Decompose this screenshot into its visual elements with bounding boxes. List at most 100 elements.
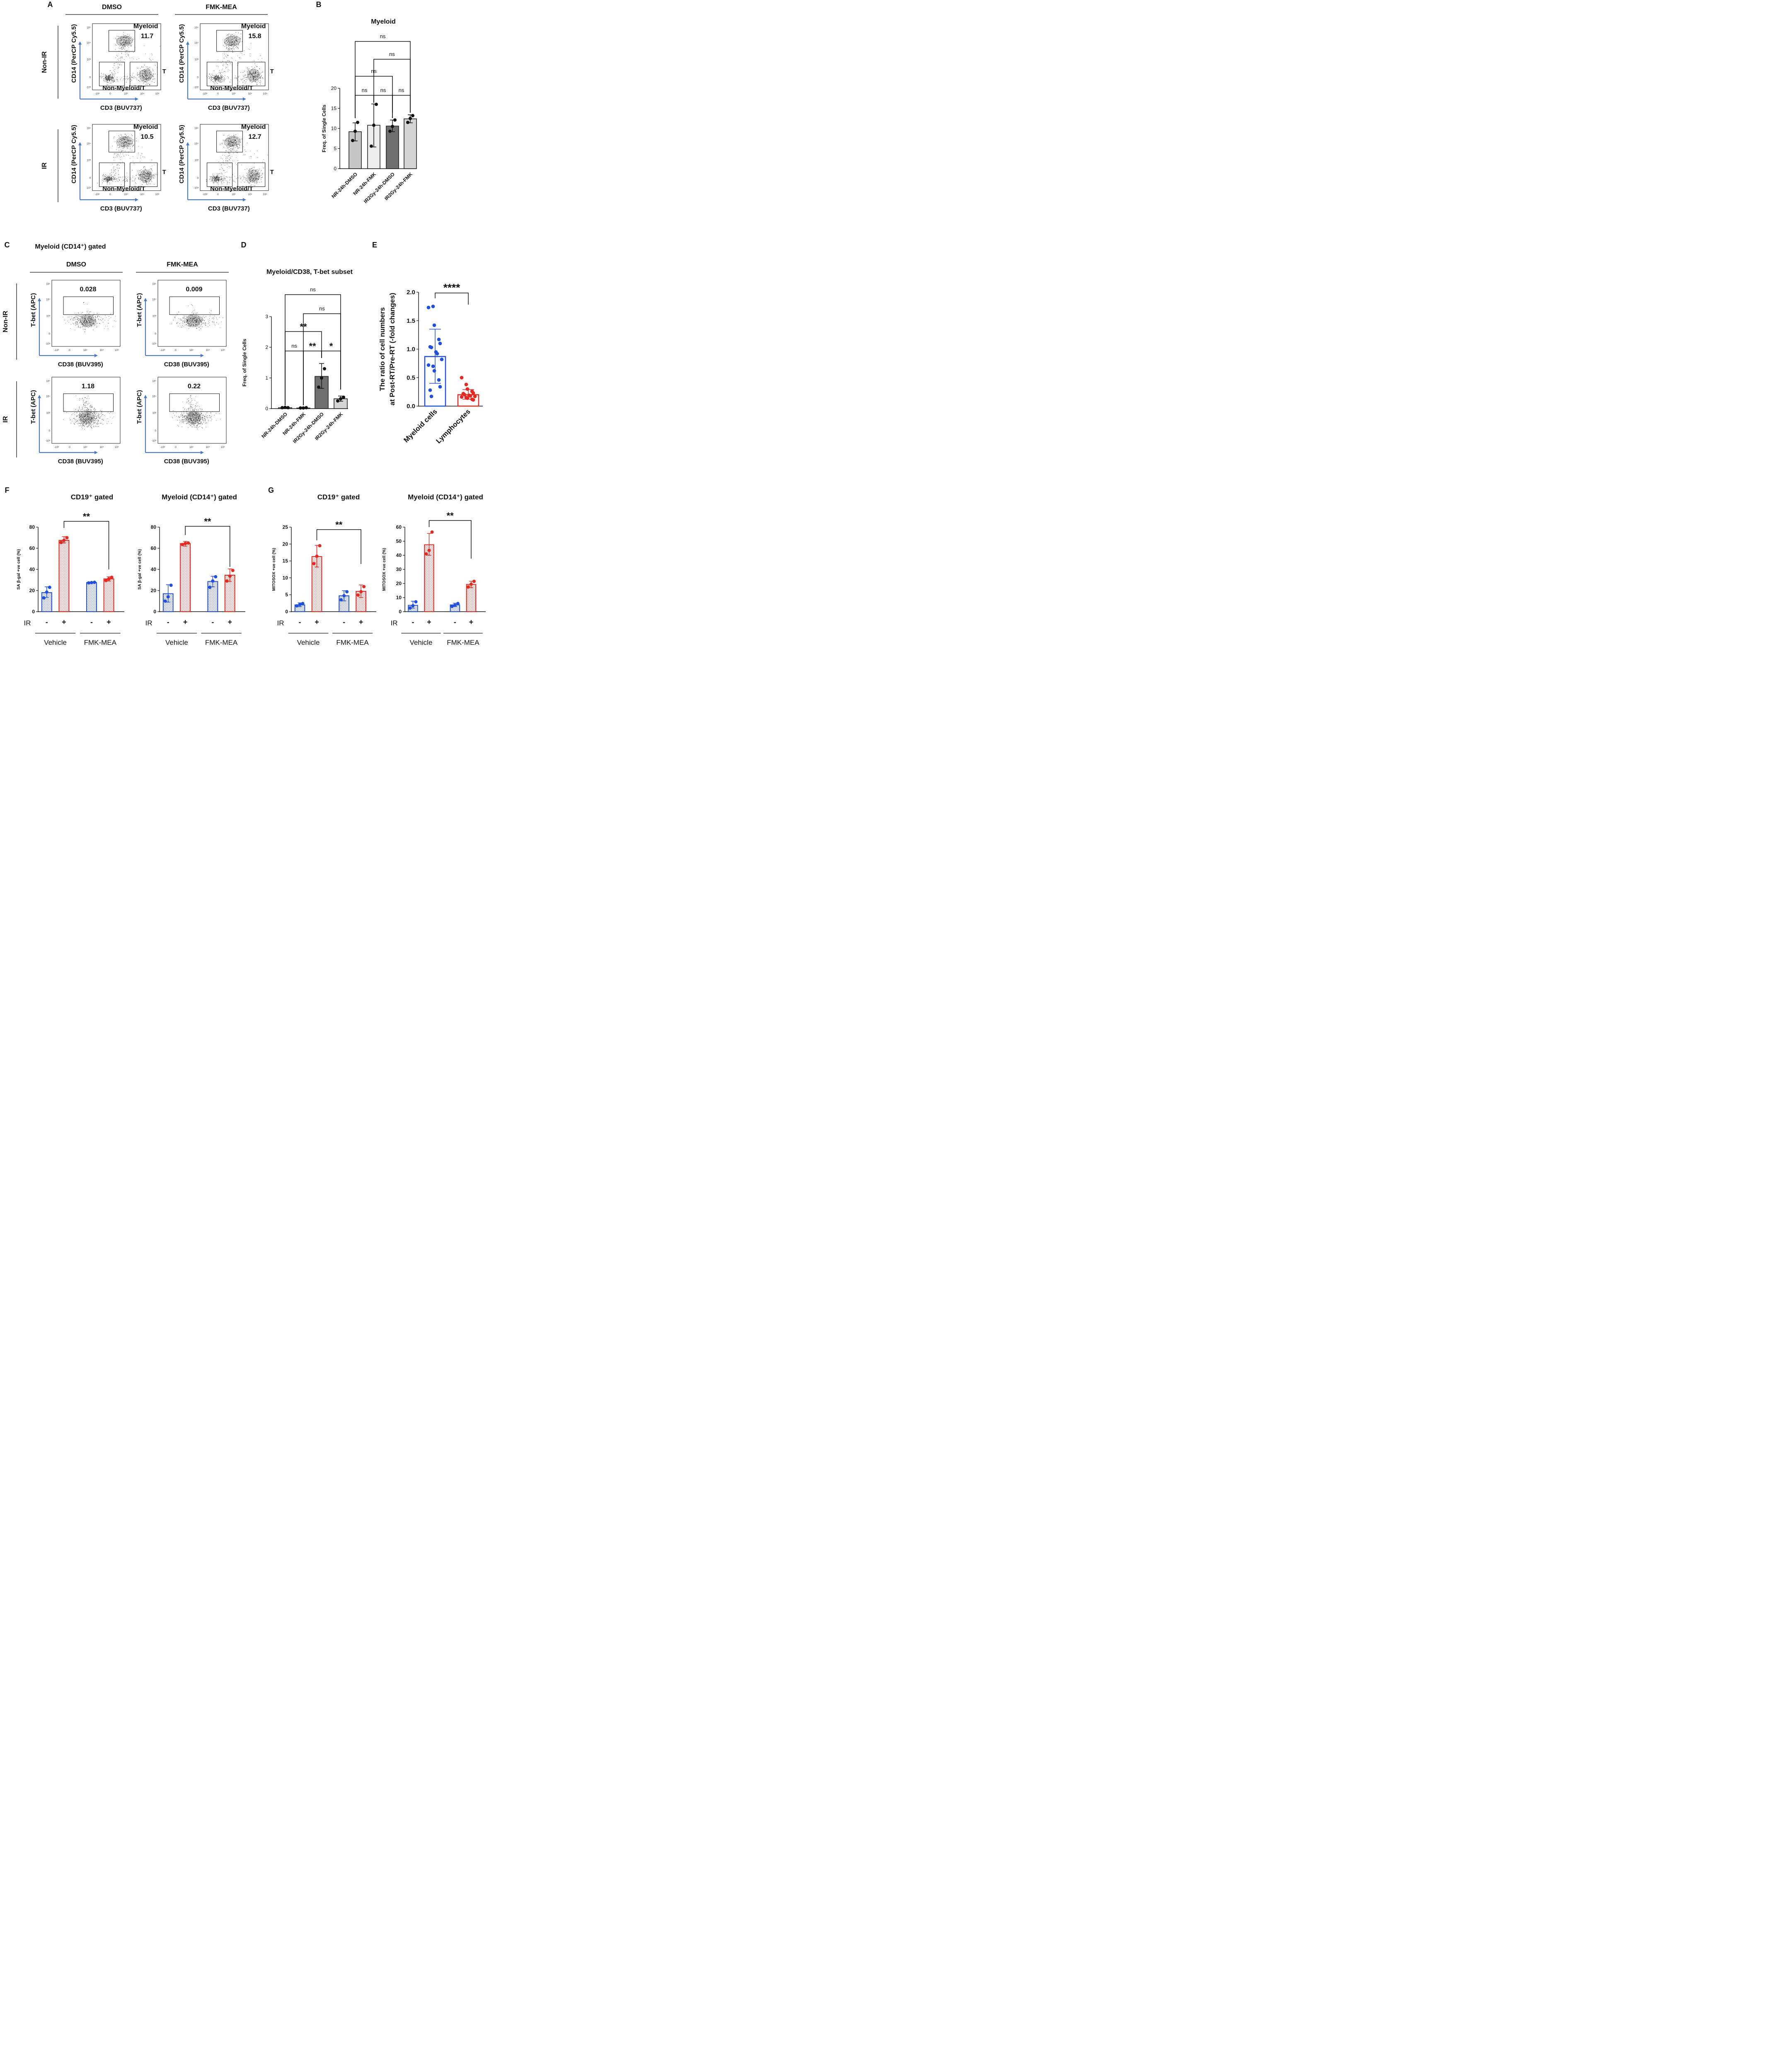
contour-ring [121, 140, 128, 143]
gate-other [207, 162, 233, 187]
y-tick-label: 20 [29, 588, 35, 593]
y-tick-label: 10³ [153, 315, 157, 317]
ir-sign: + [107, 618, 111, 626]
contour-rings [247, 69, 260, 82]
gate-myeloid [216, 30, 243, 52]
event-dot [108, 179, 109, 180]
significance-bracket [63, 521, 109, 569]
event-dot [113, 79, 114, 80]
data-point [353, 129, 357, 133]
column-header: DMSO [66, 261, 86, 268]
event-dot [128, 47, 129, 48]
event-dot [245, 151, 246, 152]
event-dot [221, 179, 222, 180]
flow-plot-a-3: -10³ 0 10³ 10⁴ 10⁵10⁵10⁴10³0-10³Myeloid10.5T… [70, 123, 166, 212]
y-tick-label: 0 [197, 177, 199, 180]
event-dot [202, 417, 203, 418]
data-point [48, 586, 51, 589]
event-dot [142, 75, 143, 76]
y-tick-label: 0 [48, 333, 50, 336]
gate-label-non-myeloid: Non-Myeloid/T [102, 185, 145, 192]
event-dot [221, 76, 222, 77]
event-dot [232, 141, 233, 142]
y-tick-label: 40 [151, 566, 157, 572]
event-dot [195, 420, 196, 421]
event-dot [185, 318, 186, 319]
contour-ring [143, 174, 148, 178]
x-tick-label: 10⁵ [221, 349, 225, 352]
event-dot [199, 426, 200, 427]
event-dot [147, 68, 148, 69]
y-axis-title: Freq. of Single Cells [242, 339, 247, 387]
event-dot [88, 421, 89, 422]
event-dot [139, 81, 140, 82]
contour-ring [143, 73, 148, 77]
event-dot [85, 397, 86, 398]
event-dot [83, 404, 84, 405]
event-dot [189, 421, 190, 422]
significance-bracket [435, 293, 469, 305]
y-tick-label: 5 [334, 146, 336, 152]
event-dot [143, 76, 144, 77]
event-dot [85, 407, 86, 408]
data-point [169, 583, 173, 587]
event-dot [86, 407, 87, 408]
data-point [431, 305, 435, 308]
data-point [339, 397, 342, 401]
event-dot [91, 427, 92, 428]
event-dot [133, 144, 134, 145]
gate-label-myeloid: Myeloid [241, 123, 266, 131]
event-dot [209, 78, 210, 79]
event-dot [86, 415, 87, 416]
event-dot [138, 80, 139, 81]
x-tick-label: -10³ [160, 446, 165, 449]
event-dot [251, 173, 252, 174]
event-dot [231, 44, 232, 45]
event-dot [95, 409, 96, 410]
event-dot [190, 325, 191, 326]
contour-ring [249, 71, 258, 80]
contour-ring [140, 171, 151, 182]
event-dot [125, 141, 126, 142]
data-point [411, 114, 414, 117]
event-dot [105, 174, 106, 175]
event-dot [250, 156, 251, 157]
event-dot [219, 177, 220, 178]
event-dot [115, 173, 116, 174]
gate-other [207, 62, 233, 86]
event-dot [253, 75, 254, 76]
x-tick-label: 10³ [83, 349, 87, 352]
event-dot [75, 409, 76, 410]
event-dot [112, 80, 113, 81]
event-dot [214, 75, 215, 76]
event-dot [229, 182, 230, 183]
event-dot [112, 77, 113, 78]
y-tick-label: 10 [396, 595, 402, 600]
event-dot [204, 418, 205, 419]
data-point [110, 576, 114, 579]
event-dot [63, 419, 64, 420]
event-dot [231, 42, 232, 43]
y-tick-label: -10³ [151, 343, 156, 346]
event-dot [79, 316, 80, 317]
contour-ring [108, 77, 110, 79]
event-dot [249, 71, 250, 72]
event-dot [84, 317, 85, 318]
event-dot [228, 140, 229, 141]
event-dot [94, 413, 95, 414]
contour-ring [248, 171, 259, 182]
contour-ring [116, 36, 133, 46]
event-dot [129, 144, 130, 145]
panel-letter-b: B [316, 0, 322, 9]
data-point [465, 396, 470, 400]
data-point [228, 574, 232, 578]
event-dot [225, 67, 226, 68]
event-dot [127, 76, 128, 77]
event-dot [132, 177, 133, 178]
y-tick-label: 10⁴ [46, 298, 50, 301]
y-tick-label: 80 [151, 524, 157, 530]
event-dot [119, 64, 120, 65]
event-dot [231, 39, 232, 40]
event-dot [94, 418, 95, 419]
